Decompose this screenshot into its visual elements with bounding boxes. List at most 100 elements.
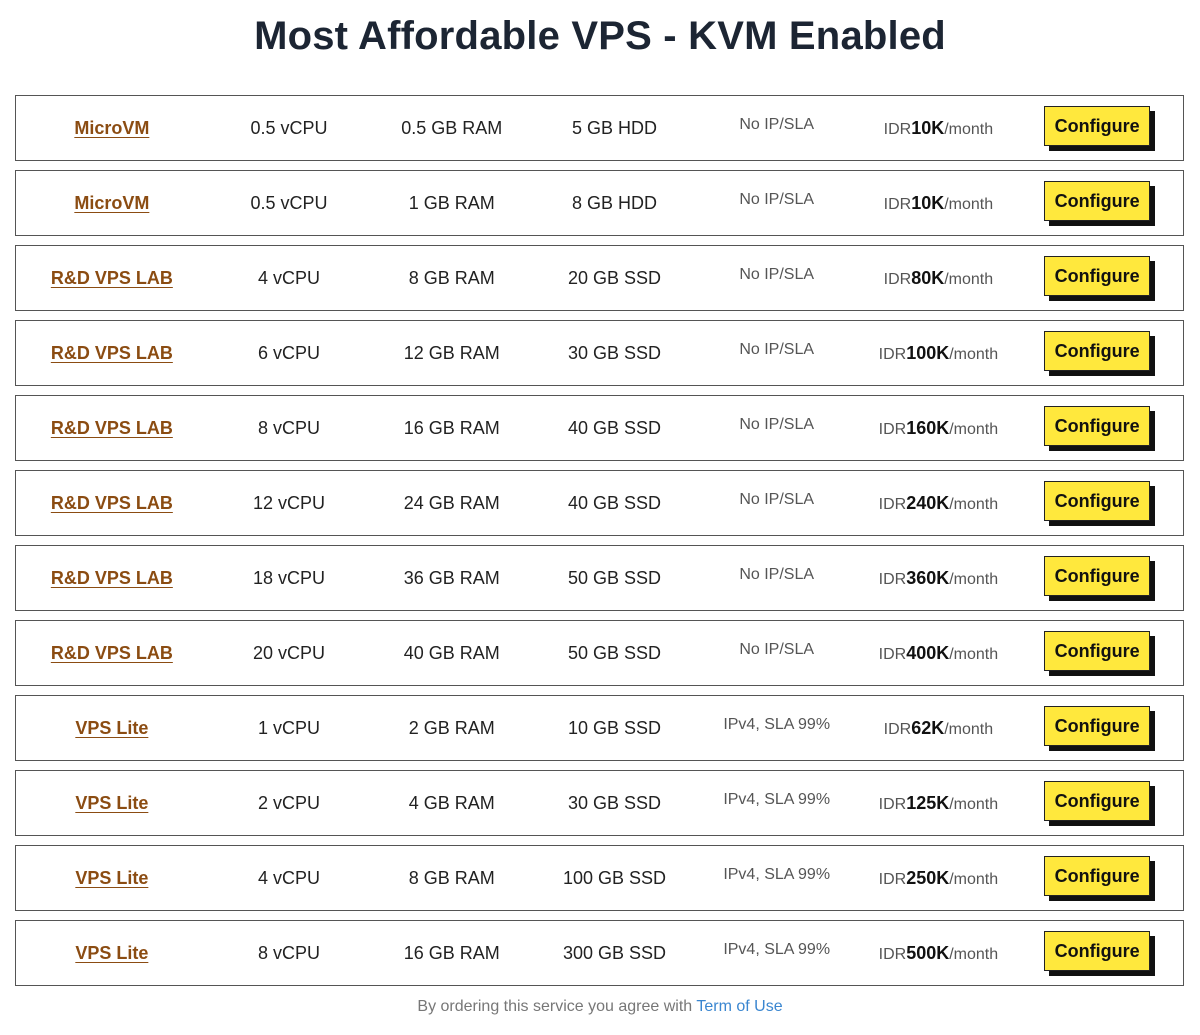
plan-name-cell: R&D VPS LAB <box>16 268 208 289</box>
price-amount: 10K <box>911 117 945 138</box>
plan-price: IDR360K/month <box>858 568 1020 589</box>
plan-name-link[interactable]: VPS Lite <box>75 867 149 888</box>
price-period: /month <box>949 570 999 588</box>
configure-button[interactable]: Configure <box>1044 256 1151 296</box>
price-period: /month <box>949 420 999 438</box>
plan-row: R&D VPS LAB 20 vCPU 40 GB RAM 50 GB SSD … <box>15 620 1184 686</box>
price-amount: 400K <box>906 642 950 663</box>
plan-row: VPS Lite 8 vCPU 16 GB RAM 300 GB SSD IPv… <box>15 920 1184 986</box>
configure-button[interactable]: Configure <box>1044 631 1151 671</box>
price-amount: 10K <box>911 192 945 213</box>
plan-action-cell: Configure <box>1019 481 1183 523</box>
plan-network: IPv4, SLA 99% <box>723 941 831 958</box>
plan-name-link[interactable]: MicroVM <box>74 117 150 138</box>
price-amount: 80K <box>911 267 945 288</box>
plan-price: IDR62K/month <box>858 718 1020 739</box>
configure-button[interactable]: Configure <box>1044 706 1151 746</box>
terms-of-use-link[interactable]: Term of Use <box>696 998 783 1015</box>
plans-list: MicroVM 0.5 vCPU 0.5 GB RAM 5 GB HDD No … <box>15 95 1184 995</box>
price-period: /month <box>949 795 999 813</box>
price-currency: IDR <box>878 420 907 438</box>
plan-action-cell: Configure <box>1019 406 1183 448</box>
plan-price: IDR250K/month <box>858 868 1020 889</box>
price-period: /month <box>944 720 994 738</box>
plan-cpu: 12 vCPU <box>253 492 326 513</box>
plan-name-cell: R&D VPS LAB <box>16 643 208 664</box>
plan-ram: 36 GB RAM <box>403 567 500 588</box>
price-period: /month <box>944 195 994 213</box>
plan-cpu: 8 vCPU <box>258 942 321 963</box>
price-currency: IDR <box>883 120 912 138</box>
plan-action-cell: Configure <box>1019 181 1183 223</box>
plan-network: No IP/SLA <box>739 641 815 658</box>
price-period: /month <box>949 870 999 888</box>
configure-button[interactable]: Configure <box>1044 406 1151 446</box>
plan-action-cell: Configure <box>1019 706 1183 748</box>
plan-cpu: 2 vCPU <box>258 792 321 813</box>
plan-cpu: 0.5 vCPU <box>250 117 328 138</box>
configure-button[interactable]: Configure <box>1044 181 1151 221</box>
plan-name-link[interactable]: VPS Lite <box>75 717 149 738</box>
plan-name-link[interactable]: R&D VPS LAB <box>50 642 173 663</box>
plan-action-cell: Configure <box>1019 331 1183 373</box>
plan-row: MicroVM 0.5 vCPU 1 GB RAM 8 GB HDD No IP… <box>15 170 1184 236</box>
price-amount: 250K <box>906 867 950 888</box>
configure-button[interactable]: Configure <box>1044 781 1151 821</box>
configure-button[interactable]: Configure <box>1044 481 1151 521</box>
price-amount: 62K <box>911 717 945 738</box>
plan-row: VPS Lite 2 vCPU 4 GB RAM 30 GB SSD IPv4,… <box>15 770 1184 836</box>
plan-name-link[interactable]: VPS Lite <box>75 792 149 813</box>
plan-disk: 10 GB SSD <box>567 717 661 738</box>
plan-name-link[interactable]: VPS Lite <box>75 942 149 963</box>
plan-disk: 50 GB SSD <box>567 567 661 588</box>
plan-name-link[interactable]: R&D VPS LAB <box>50 567 173 588</box>
price-currency: IDR <box>878 795 907 813</box>
plan-name-link[interactable]: MicroVM <box>74 192 150 213</box>
plan-price: IDR10K/month <box>858 193 1020 214</box>
plan-network: No IP/SLA <box>739 116 815 133</box>
plan-disk: 50 GB SSD <box>567 642 661 663</box>
plan-name-cell: R&D VPS LAB <box>16 493 208 514</box>
plan-cpu: 8 vCPU <box>258 417 321 438</box>
plan-cpu: 4 vCPU <box>258 867 321 888</box>
footer-text: By ordering this service you agree with <box>417 998 693 1015</box>
plan-cpu: 20 vCPU <box>253 642 326 663</box>
plan-row: R&D VPS LAB 4 vCPU 8 GB RAM 20 GB SSD No… <box>15 245 1184 311</box>
plan-name-link[interactable]: R&D VPS LAB <box>50 342 173 363</box>
plan-name-cell: MicroVM <box>16 118 208 139</box>
plan-row: R&D VPS LAB 18 vCPU 36 GB RAM 50 GB SSD … <box>15 545 1184 611</box>
plan-name-cell: R&D VPS LAB <box>16 343 208 364</box>
plan-row: R&D VPS LAB 6 vCPU 12 GB RAM 30 GB SSD N… <box>15 320 1184 386</box>
price-amount: 360K <box>906 567 950 588</box>
plan-ram: 8 GB RAM <box>408 867 495 888</box>
configure-button[interactable]: Configure <box>1044 931 1151 971</box>
plan-name-cell: VPS Lite <box>16 943 208 964</box>
plan-row: VPS Lite 1 vCPU 2 GB RAM 10 GB SSD IPv4,… <box>15 695 1184 761</box>
price-period: /month <box>949 495 999 513</box>
plan-price: IDR100K/month <box>858 343 1020 364</box>
price-currency: IDR <box>878 870 907 888</box>
configure-button[interactable]: Configure <box>1044 856 1151 896</box>
plan-network: IPv4, SLA 99% <box>723 866 831 883</box>
plan-name-link[interactable]: R&D VPS LAB <box>50 492 173 513</box>
plan-price: IDR400K/month <box>858 643 1020 664</box>
plan-network: No IP/SLA <box>739 341 815 358</box>
plan-ram: 24 GB RAM <box>403 492 500 513</box>
plan-ram: 0.5 GB RAM <box>401 117 503 138</box>
price-currency: IDR <box>878 345 907 363</box>
plan-ram: 4 GB RAM <box>408 792 495 813</box>
plan-name-cell: MicroVM <box>16 193 208 214</box>
configure-button[interactable]: Configure <box>1044 556 1151 596</box>
plan-name-link[interactable]: R&D VPS LAB <box>50 417 173 438</box>
configure-button[interactable]: Configure <box>1044 106 1151 146</box>
plan-cpu: 1 vCPU <box>258 717 321 738</box>
price-period: /month <box>944 270 994 288</box>
plan-cpu: 4 vCPU <box>258 267 321 288</box>
price-period: /month <box>949 345 999 363</box>
plan-name-cell: VPS Lite <box>16 718 208 739</box>
plan-disk: 5 GB HDD <box>571 117 657 138</box>
configure-button[interactable]: Configure <box>1044 331 1151 371</box>
plan-name-link[interactable]: R&D VPS LAB <box>50 267 173 288</box>
price-period: /month <box>949 645 999 663</box>
price-amount: 100K <box>906 342 950 363</box>
